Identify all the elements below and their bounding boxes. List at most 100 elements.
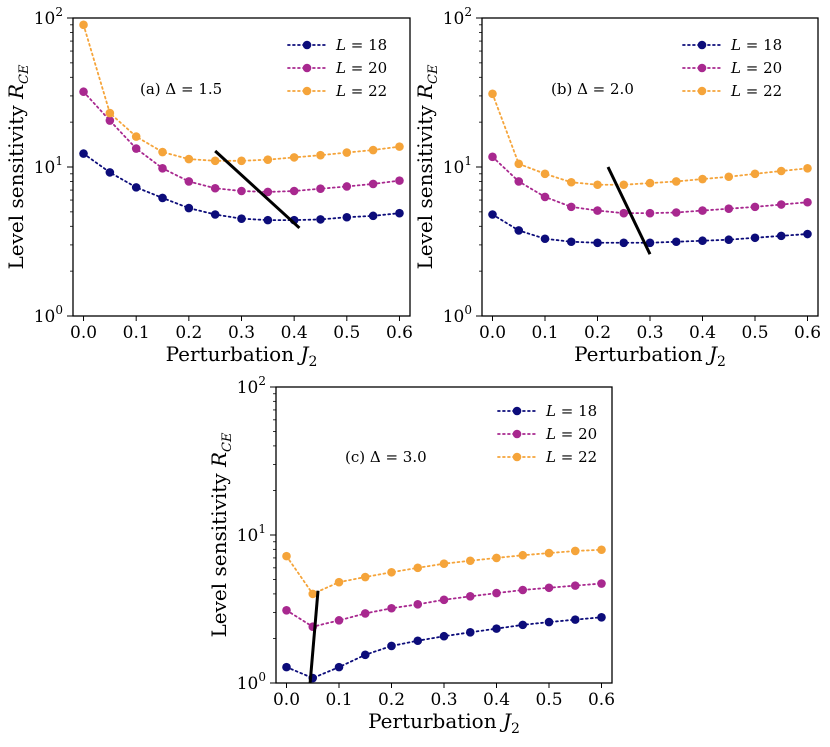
data-point: [395, 142, 404, 151]
y-tick-exponent: 0: [464, 303, 472, 317]
data-point: [570, 581, 580, 590]
data-point: [184, 177, 194, 186]
data-point: [368, 179, 378, 189]
data-point: [342, 148, 352, 157]
data-point: [619, 180, 629, 190]
data-point: [671, 208, 681, 217]
y-tick-base: 10: [34, 158, 56, 178]
data-point: [698, 236, 707, 246]
data-point: [540, 192, 550, 202]
series-line-L22: [491, 92, 809, 186]
legend: L = 18L = 20L = 22: [287, 36, 387, 100]
legend-value: = 20: [561, 425, 597, 443]
data-point: [387, 567, 396, 577]
legend-var: L: [545, 425, 561, 443]
legend-value: = 20: [351, 59, 387, 77]
x-tick-label: 0.1: [123, 323, 150, 343]
data-point: [105, 168, 115, 177]
legend-label: L = 22: [335, 82, 387, 100]
y-tick-exponent: 2: [464, 5, 472, 19]
data-point: [750, 169, 760, 179]
legend-value: = 22: [746, 82, 782, 100]
y-tick-label: 100: [34, 303, 63, 327]
legend-var: L: [335, 59, 351, 77]
legend-label: L = 20: [730, 59, 782, 77]
y-tick-exponent: 1: [258, 522, 266, 536]
legend-var: L: [545, 402, 561, 420]
y-tick-label: 102: [34, 5, 63, 29]
x-axis-label-subscript: 2: [511, 721, 520, 737]
data-point: [492, 553, 501, 563]
plot-area: [488, 89, 812, 255]
x-tick-label: 0.4: [689, 323, 716, 343]
data-point: [645, 208, 655, 218]
x-axis-label-subscript: 2: [308, 354, 317, 370]
y-tick-label: 102: [443, 5, 472, 29]
data-point: [316, 184, 325, 194]
x-axis-label-text: Perturbation: [166, 342, 301, 366]
x-axis-label: Perturbation J2: [574, 342, 726, 370]
data-point: [492, 624, 501, 633]
data-point: [395, 208, 404, 218]
legend-marker: [697, 86, 707, 96]
data-point: [514, 177, 524, 186]
x-tick-label: 0.2: [584, 323, 611, 343]
x-tick-label: 0.3: [636, 323, 663, 343]
x-axis-label-var: J: [296, 342, 309, 366]
data-point: [724, 235, 734, 245]
y-tick-exponent: 2: [258, 374, 266, 388]
x-tick-label: 0.5: [333, 323, 360, 343]
plot-area: [282, 545, 606, 683]
data-point: [282, 551, 291, 561]
y-tick-base: 10: [443, 9, 465, 29]
x-axis-label-var: J: [705, 342, 718, 366]
data-point: [570, 546, 580, 556]
data-point: [334, 662, 344, 672]
data-point: [316, 150, 325, 160]
legend-marker: [512, 406, 522, 416]
x-axis-label: Perturbation J2: [368, 709, 520, 737]
data-point: [158, 147, 167, 157]
x-tick-label: 0.2: [378, 690, 405, 710]
data-point: [645, 178, 655, 188]
legend-var: L: [730, 36, 746, 54]
data-point: [566, 237, 576, 247]
data-point: [750, 202, 760, 212]
x-tick-label: 0.1: [325, 690, 352, 710]
chart-panel-a: 0.0 0.1 0.2 0.3 0.4 0.5 0.6100101102Perturbati…: [4, 5, 413, 370]
data-point: [282, 605, 291, 615]
data-point: [158, 193, 167, 203]
data-point: [544, 617, 554, 627]
y-tick-label: 101: [34, 154, 63, 178]
data-point: [488, 89, 497, 99]
x-tick-label: 0.6: [588, 690, 615, 710]
data-point: [334, 577, 344, 587]
y-axis-label: Level sensitivity RCE: [413, 64, 441, 269]
legend-label: L = 22: [545, 448, 597, 466]
y-axis-label: Level sensitivity RCE: [207, 432, 235, 637]
y-axis-label-text: Level sensitivity: [4, 99, 28, 269]
legend-marker: [512, 429, 522, 439]
legend-marker: [512, 452, 522, 462]
data-point: [289, 186, 299, 196]
legend-label: L = 18: [545, 402, 597, 420]
data-point: [158, 164, 167, 173]
data-point: [518, 620, 528, 630]
legend-label: L = 22: [730, 82, 782, 100]
data-point: [619, 208, 629, 218]
data-point: [79, 20, 88, 30]
data-point: [671, 237, 681, 247]
data-point: [184, 154, 194, 164]
data-point: [342, 182, 352, 191]
series-line-L18: [285, 616, 603, 680]
data-point: [79, 87, 88, 97]
data-point: [387, 641, 396, 651]
data-point: [413, 563, 423, 573]
x-tick-label: 0.5: [741, 323, 768, 343]
data-point: [593, 180, 602, 190]
y-tick-exponent: 2: [55, 5, 63, 19]
data-point: [518, 550, 528, 560]
y-tick-label: 101: [443, 154, 472, 178]
data-point: [776, 200, 786, 209]
data-point: [593, 206, 602, 215]
